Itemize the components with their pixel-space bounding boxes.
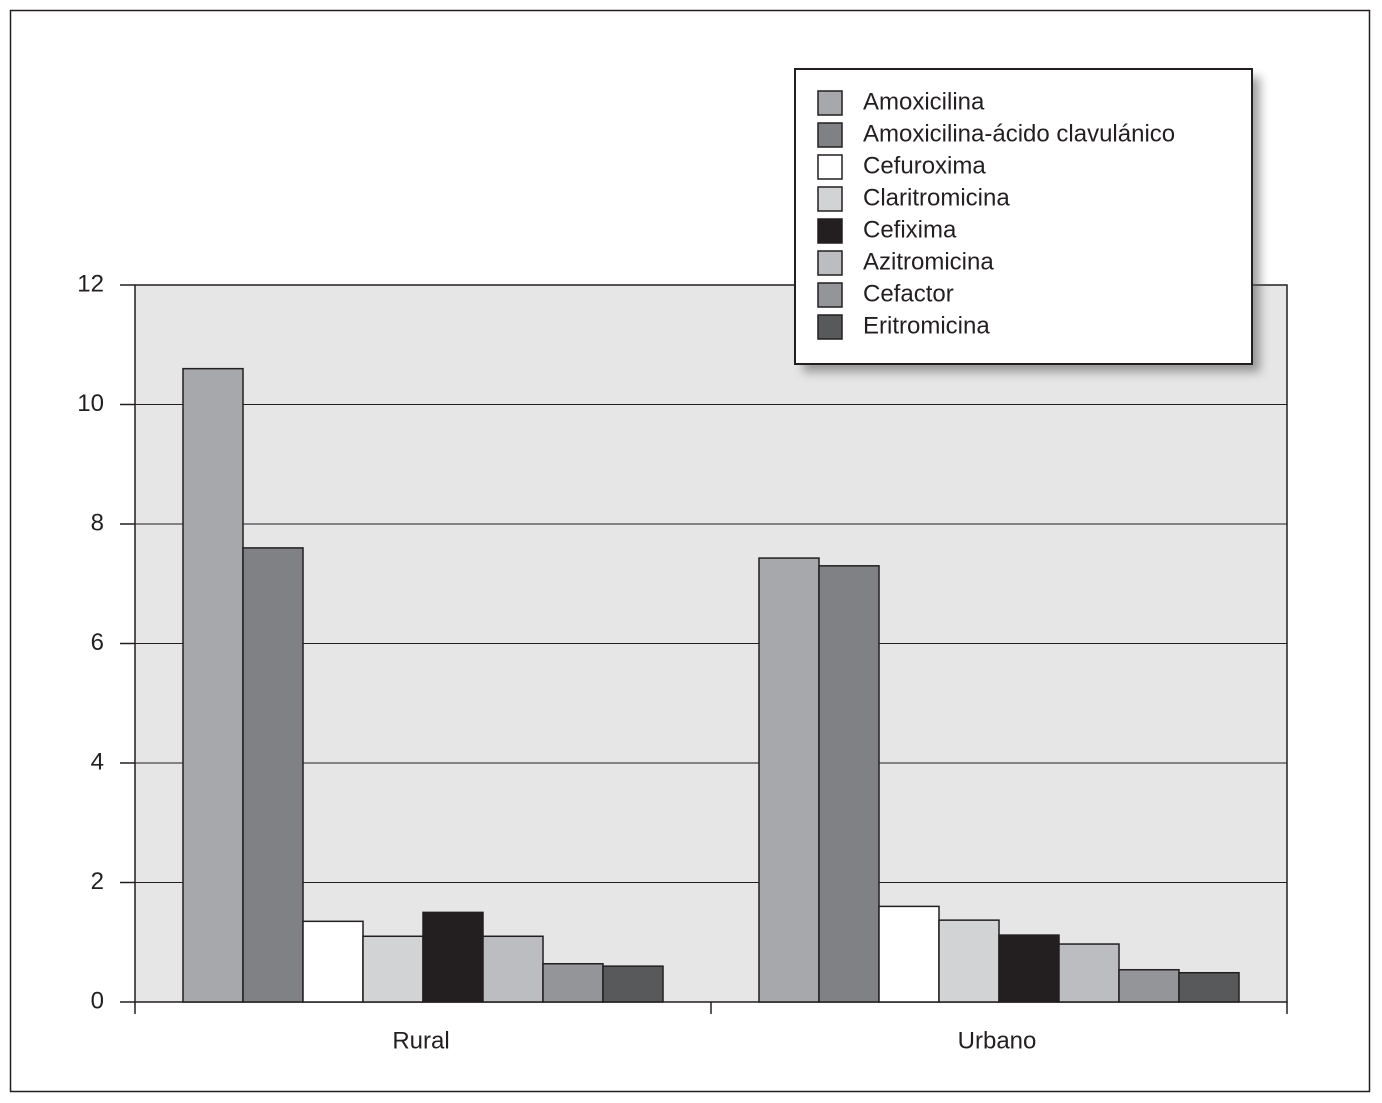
y-tick-label: 12 [77,270,104,297]
legend-swatch [817,314,843,340]
legend-swatch [817,186,843,212]
legend-box [794,68,1253,365]
legend-swatch [817,122,843,148]
legend-label: Eritromicina [863,312,990,339]
x-tick-label: Rural [392,1027,449,1054]
bar [602,965,664,1003]
bar [938,919,1000,1003]
bar [818,565,880,1003]
legend-label: Claritromicina [863,184,1010,211]
bar [542,963,604,1003]
y-tick-label: 4 [91,748,104,775]
legend-swatch [817,218,843,244]
bar [362,935,424,1003]
y-tick-label: 0 [91,987,104,1014]
y-tick-label: 6 [91,629,104,656]
bar [482,935,544,1003]
y-tick-label: 8 [91,509,104,536]
legend-swatch [817,154,843,180]
frame [9,9,1371,1093]
bar [878,905,940,1003]
bar [302,920,364,1003]
y-tick-label: 2 [91,868,104,895]
bar [422,911,484,1003]
x-tick-label: Urbano [958,1027,1037,1054]
legend-label: Cefuroxima [863,152,986,179]
legend-label: Amoxicilina [863,88,985,115]
bar [242,547,304,1003]
legend-swatch [817,250,843,276]
bar [1118,968,1180,1003]
y-tick-label: 10 [77,390,104,417]
legend-swatch [817,282,843,308]
bar [182,367,244,1003]
legend-swatch [817,90,843,116]
bar [1058,943,1120,1003]
legend-label: Amoxicilina-ácido clavulánico [863,120,1175,147]
legend-label: Cefixima [863,216,957,243]
bar [758,557,820,1003]
bar [1178,971,1240,1003]
legend-label: Azitromicina [863,248,994,275]
legend-label: Cefactor [863,280,954,307]
bar [998,934,1060,1003]
